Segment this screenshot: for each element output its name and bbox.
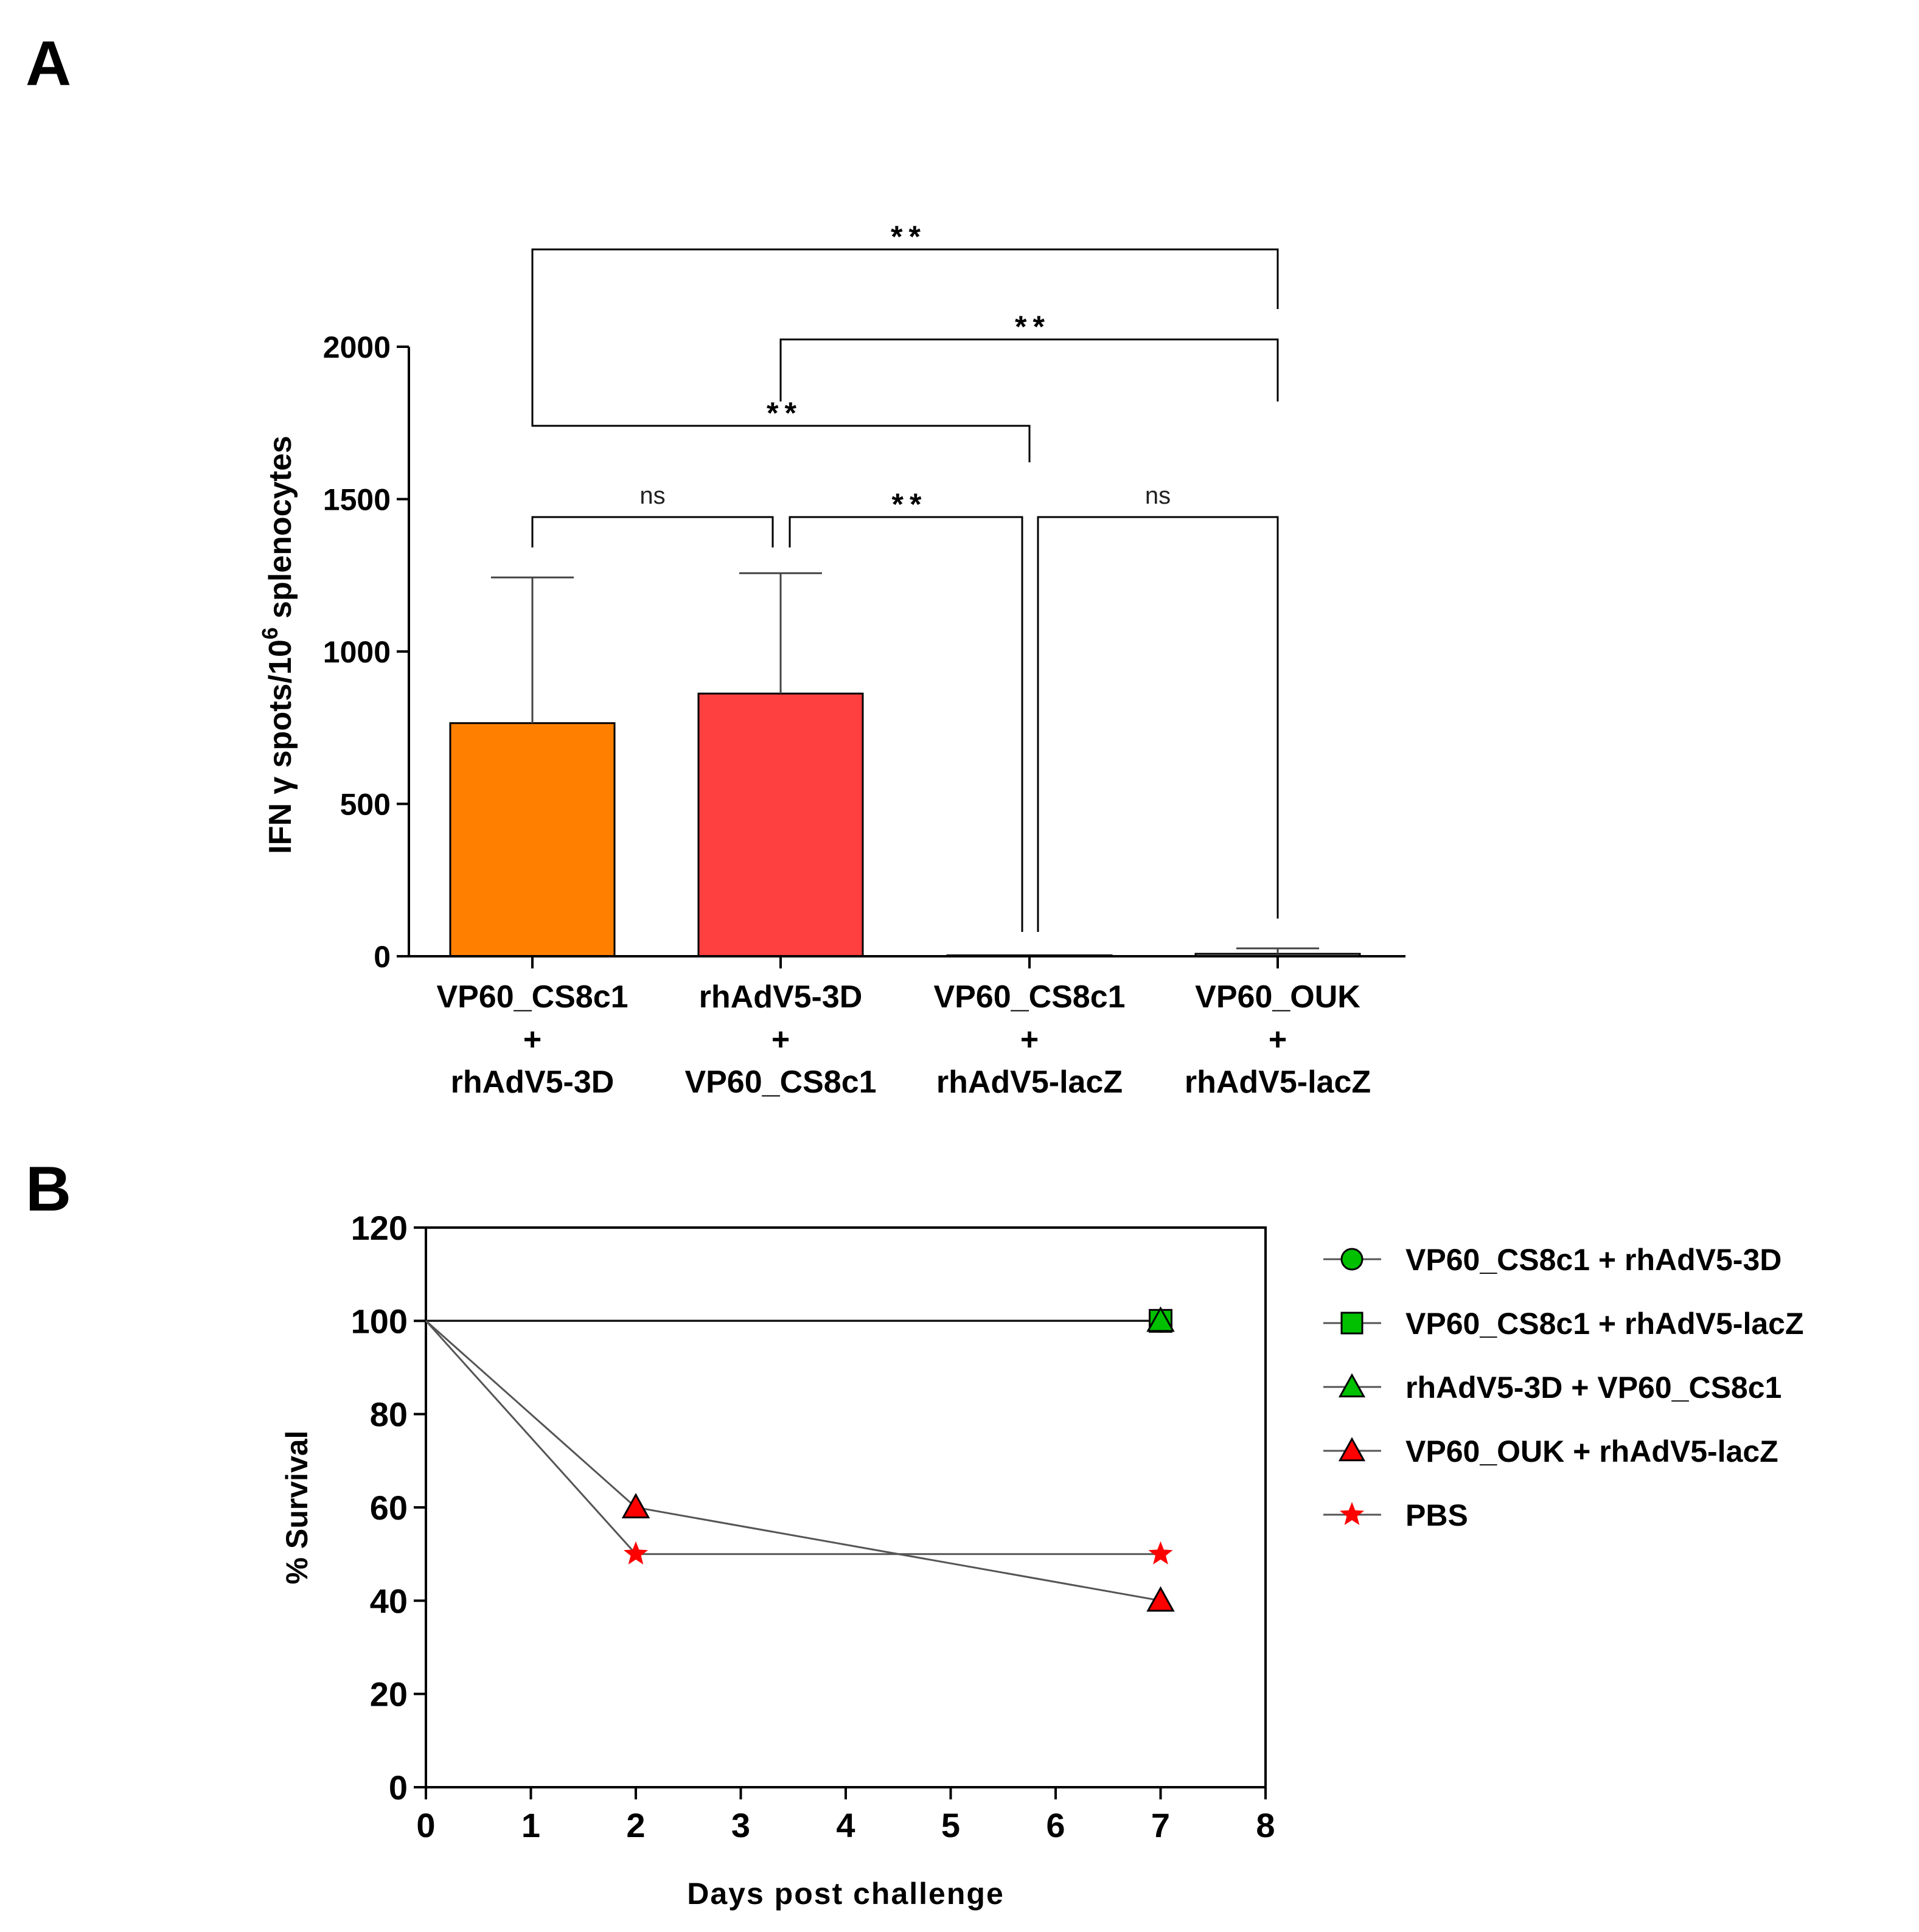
category-label-2: rhAdV5-3D bbox=[699, 979, 863, 1015]
y-tick-label-b: 100 bbox=[351, 1302, 408, 1340]
legend-label-3: rhAdV5-3D + VP60_CS8c1 bbox=[1405, 1371, 1781, 1405]
significance-label-4: ** bbox=[767, 396, 803, 430]
y-tick-label-b: 80 bbox=[370, 1395, 408, 1434]
significance-label-5: ** bbox=[1015, 310, 1051, 344]
legend-marker-2 bbox=[1340, 1312, 1364, 1335]
legend-label-5: PBS bbox=[1405, 1498, 1468, 1532]
significance-label-1: ns bbox=[639, 482, 665, 509]
panel-a-axes: 0 500 1000 1500 2000 VP60_CS8c1 + rhAdV5-3D rhAd… bbox=[323, 330, 1405, 1100]
x-tick-label-b: 6 bbox=[1046, 1806, 1065, 1844]
y-tick-label-a: 500 bbox=[340, 788, 391, 822]
x-axis-label-b: Days post challenge bbox=[687, 1877, 1005, 1911]
x-tick-label-b: 7 bbox=[1151, 1806, 1170, 1844]
y-axis-label-superscript: 6 bbox=[257, 627, 282, 639]
y-tick-label-b: 20 bbox=[370, 1675, 408, 1714]
legend-label-2: VP60_CS8c1 + rhAdV5-lacZ bbox=[1405, 1307, 1804, 1341]
legend: VP60_CS8c1 + rhAdV5-3D VP60_CS8c1 + rhAdV… bbox=[1323, 1243, 1804, 1532]
category-label-4: rhAdV5-lacZ bbox=[1185, 1065, 1371, 1100]
data-point-series-4 bbox=[621, 1493, 650, 1519]
series-line-4 bbox=[425, 1320, 1161, 1602]
y-tick-label-a: 0 bbox=[374, 940, 391, 974]
category-label-1: rhAdV5-3D bbox=[451, 1065, 615, 1100]
category-label-3: VP60_CS8c1 bbox=[933, 979, 1125, 1015]
y-tick-label-b: 120 bbox=[351, 1209, 408, 1247]
legend-marker-3 bbox=[1338, 1373, 1366, 1398]
significance-label-6: ** bbox=[891, 220, 927, 254]
panel-a-bar-chart: 0 500 1000 1500 2000 VP60_CS8c1 + rhAdV5-3D rhAd… bbox=[257, 220, 1405, 1100]
x-tick-label-b: 3 bbox=[731, 1806, 750, 1844]
significance-label-3: ns bbox=[1145, 482, 1171, 509]
plot-frame bbox=[425, 1226, 1267, 1788]
significance-bracket-1 bbox=[531, 516, 774, 547]
significance-label-2: ** bbox=[892, 487, 928, 521]
x-tick-label-b: 1 bbox=[521, 1806, 540, 1844]
legend-marker-4 bbox=[1338, 1437, 1366, 1462]
significance-bracket-5 bbox=[779, 338, 1279, 401]
category-label-3: + bbox=[1020, 1022, 1039, 1057]
bar-2 bbox=[697, 692, 864, 957]
data-point-series-3 bbox=[1146, 1306, 1175, 1332]
significance-bracket-3 bbox=[1037, 516, 1279, 932]
category-label-2: VP60_CS8c1 bbox=[684, 1065, 876, 1100]
bar-1 bbox=[449, 722, 616, 957]
y-axis-label-main: IFN γ spots/10 bbox=[263, 639, 298, 854]
panel-a-letter: A bbox=[26, 29, 71, 99]
category-label-4: + bbox=[1269, 1022, 1287, 1057]
y-axis-label-tail: splenocytes bbox=[263, 436, 298, 627]
y-tick-label-a: 1500 bbox=[323, 483, 391, 517]
panel-b-letter: B bbox=[26, 1154, 71, 1225]
significance-bracket-6 bbox=[531, 248, 1279, 401]
category-label-3: rhAdV5-lacZ bbox=[936, 1065, 1123, 1100]
panel-b-line-chart: 0 20 40 60 80 100 120 0 1 2 3 4 5 6 7 8 Days post chall… bbox=[280, 1209, 1804, 1911]
y-tick-label-a: 2000 bbox=[323, 330, 391, 364]
category-label-4: VP60_OUK bbox=[1195, 979, 1360, 1015]
data-point-series-4 bbox=[1146, 1586, 1175, 1612]
y-tick-label-b: 40 bbox=[370, 1582, 408, 1620]
data-point-series-5 bbox=[624, 1541, 648, 1565]
legend-label-1: VP60_CS8c1 + rhAdV5-3D bbox=[1405, 1243, 1781, 1277]
significance-bracket-2 bbox=[789, 516, 1023, 932]
legend-label-4: VP60_OUK + rhAdV5-lacZ bbox=[1405, 1434, 1778, 1468]
data-point-series-5 bbox=[1148, 1541, 1173, 1565]
panel-b-axes: 0 20 40 60 80 100 120 0 1 2 3 4 5 6 7 8 bbox=[351, 1209, 1275, 1844]
x-tick-label-b: 8 bbox=[1256, 1806, 1275, 1844]
category-label-2: + bbox=[771, 1022, 790, 1057]
legend-marker-1 bbox=[1340, 1248, 1364, 1271]
x-tick-label-b: 0 bbox=[416, 1806, 435, 1844]
y-tick-label-b: 60 bbox=[370, 1489, 408, 1527]
error-bar-group bbox=[491, 572, 1319, 954]
significance-brackets: ns ** ns ** ** ** bbox=[531, 220, 1279, 932]
x-tick-label-b: 5 bbox=[941, 1806, 960, 1844]
series-line-5 bbox=[425, 1320, 1161, 1555]
y-axis-label-b: % Survival bbox=[280, 1431, 314, 1585]
bar-group bbox=[449, 692, 1361, 957]
category-label-1: + bbox=[523, 1022, 542, 1057]
legend-marker-5 bbox=[1340, 1502, 1364, 1525]
category-label-1: VP60_CS8c1 bbox=[436, 979, 628, 1015]
y-axis-label-a: IFN γ spots/106 splenocytes bbox=[257, 436, 298, 854]
x-tick-label-b: 4 bbox=[836, 1806, 855, 1844]
y-tick-label-a: 1000 bbox=[323, 635, 391, 669]
x-tick-label-b: 2 bbox=[626, 1806, 645, 1844]
significance-bracket-4 bbox=[531, 401, 1031, 462]
series-lines bbox=[425, 1319, 1161, 1602]
series-markers bbox=[621, 1306, 1175, 1612]
y-tick-label-b: 0 bbox=[389, 1768, 408, 1807]
